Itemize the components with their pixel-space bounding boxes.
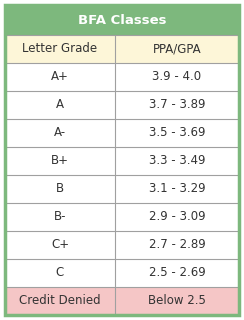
Text: 2.5 - 2.69: 2.5 - 2.69 (149, 267, 205, 279)
Text: A-: A- (54, 126, 66, 140)
Bar (5, 147, 115, 175)
Text: C: C (56, 267, 64, 279)
Text: A: A (56, 99, 64, 111)
Bar (5, 119, 115, 147)
Text: 2.7 - 2.89: 2.7 - 2.89 (149, 238, 205, 252)
Bar (115, 119, 239, 147)
Bar (5, 259, 115, 287)
Bar (5, 203, 115, 231)
Text: C+: C+ (51, 238, 69, 252)
Bar (5, 287, 115, 315)
Text: 3.9 - 4.0: 3.9 - 4.0 (152, 70, 202, 84)
Text: BFA Classes: BFA Classes (78, 13, 166, 27)
Text: 3.3 - 3.49: 3.3 - 3.49 (149, 155, 205, 167)
Bar (115, 91, 239, 119)
Text: Letter Grade: Letter Grade (22, 43, 98, 55)
Bar (5, 5, 239, 35)
Text: Below 2.5: Below 2.5 (148, 294, 206, 308)
Bar (115, 287, 239, 315)
Text: A+: A+ (51, 70, 69, 84)
Text: 2.9 - 3.09: 2.9 - 3.09 (149, 211, 205, 223)
Bar (115, 35, 239, 63)
Bar (5, 35, 115, 63)
Text: B-: B- (54, 211, 66, 223)
Bar (115, 63, 239, 91)
Text: PPA/GPA: PPA/GPA (153, 43, 201, 55)
Bar (115, 203, 239, 231)
Bar (115, 259, 239, 287)
Bar (5, 175, 115, 203)
Bar (115, 147, 239, 175)
Text: 3.7 - 3.89: 3.7 - 3.89 (149, 99, 205, 111)
Bar (115, 231, 239, 259)
Bar (5, 231, 115, 259)
Text: Credit Denied: Credit Denied (19, 294, 101, 308)
Bar (115, 175, 239, 203)
Bar (5, 63, 115, 91)
Text: 3.5 - 3.69: 3.5 - 3.69 (149, 126, 205, 140)
Text: 3.1 - 3.29: 3.1 - 3.29 (149, 182, 205, 196)
Text: B: B (56, 182, 64, 196)
Bar (5, 91, 115, 119)
Text: B+: B+ (51, 155, 69, 167)
